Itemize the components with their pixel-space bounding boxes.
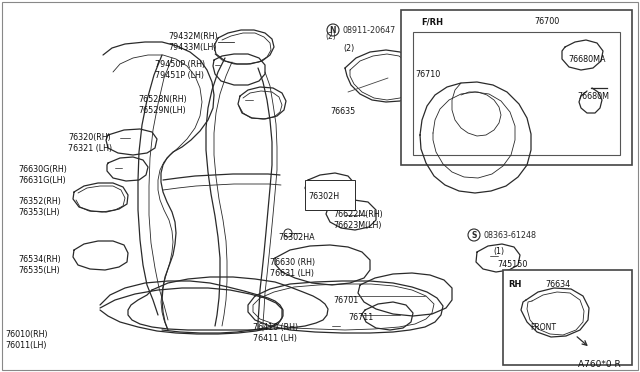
Text: 08363-61248: 08363-61248 (484, 231, 537, 240)
Bar (503, 270, 632, 365)
Text: 76630G(RH): 76630G(RH) (18, 165, 67, 174)
Text: 76680MA: 76680MA (568, 55, 605, 64)
Bar (401, 10, 632, 165)
Text: 76535(LH): 76535(LH) (18, 266, 60, 275)
Text: 76631 (LH): 76631 (LH) (270, 269, 314, 278)
Text: RH: RH (508, 280, 522, 289)
Text: 76321 (LH): 76321 (LH) (68, 144, 112, 153)
Text: 76352(RH): 76352(RH) (18, 197, 61, 206)
Text: 76711: 76711 (348, 313, 373, 322)
Text: 76410 (RH): 76410 (RH) (253, 323, 298, 332)
Text: (1): (1) (493, 247, 504, 256)
Text: 76528N(RH): 76528N(RH) (138, 95, 187, 104)
Text: 79450P (RH): 79450P (RH) (155, 60, 205, 69)
Text: 76700: 76700 (534, 17, 559, 26)
Text: 76411 (LH): 76411 (LH) (253, 334, 297, 343)
Text: 76353(LH): 76353(LH) (18, 208, 60, 217)
Text: 08911-20647: 08911-20647 (343, 26, 396, 35)
Text: A760*0 R: A760*0 R (578, 360, 621, 369)
Text: 76623M(LH): 76623M(LH) (333, 221, 381, 230)
Text: 79433M(LH): 79433M(LH) (168, 43, 216, 52)
Bar (413, 32, 620, 155)
Text: N: N (330, 26, 336, 35)
Text: 745150: 745150 (497, 260, 527, 269)
Text: 76634: 76634 (545, 280, 570, 289)
Text: 76302H: 76302H (308, 192, 339, 201)
Text: 76680M: 76680M (577, 92, 609, 101)
Bar (305, 180, 355, 210)
Text: S: S (471, 231, 477, 240)
Text: 76631G(LH): 76631G(LH) (18, 176, 66, 185)
Text: 76622M(RH): 76622M(RH) (333, 210, 383, 219)
Text: F/RH: F/RH (421, 17, 443, 26)
Text: (2): (2) (325, 32, 336, 41)
Text: 76534(RH): 76534(RH) (18, 255, 61, 264)
Text: 76010(RH): 76010(RH) (5, 330, 47, 339)
Text: 76320(RH): 76320(RH) (68, 133, 111, 142)
Text: 76529N(LH): 76529N(LH) (138, 106, 186, 115)
Text: (2): (2) (343, 44, 355, 53)
Text: 79451P (LH): 79451P (LH) (155, 71, 204, 80)
Text: 76635: 76635 (330, 107, 355, 116)
Text: 76011(LH): 76011(LH) (5, 341, 47, 350)
Text: 76302HA: 76302HA (278, 233, 315, 242)
Text: 76630 (RH): 76630 (RH) (270, 258, 315, 267)
Text: 76701: 76701 (333, 296, 358, 305)
Text: 76710: 76710 (415, 70, 440, 79)
Text: 79432M(RH): 79432M(RH) (168, 32, 218, 41)
Text: FRONT: FRONT (530, 323, 556, 332)
